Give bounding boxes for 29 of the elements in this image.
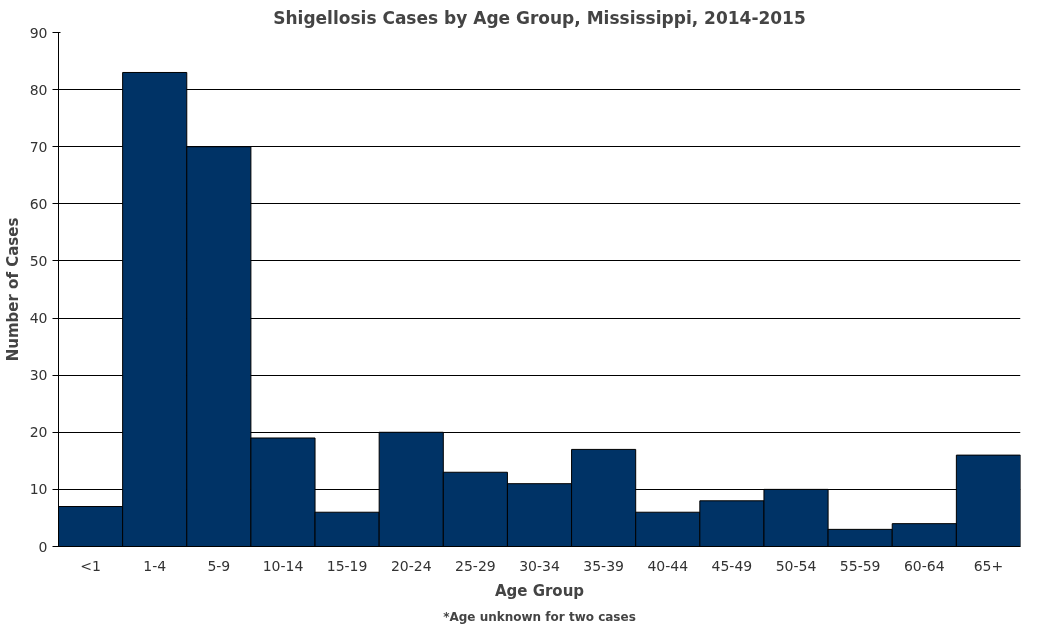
y-tick-label: 10	[29, 481, 48, 498]
y-tick-label: 70	[29, 138, 48, 155]
y-tick-label: 20	[29, 424, 48, 441]
y-tick-label: 30	[29, 367, 48, 384]
y-axis-title: Number of Cases	[3, 217, 22, 362]
chart-title: Shigellosis Cases by Age Group, Mississippi, 2014-2015	[273, 7, 806, 28]
text: *Age unknown for two cases	[443, 609, 636, 624]
y-tick-label: 90	[29, 24, 48, 41]
x-tick-label: 55-59	[839, 557, 881, 574]
x-tick-label: 65+	[973, 557, 1004, 574]
y-tick-label: 50	[29, 252, 48, 269]
y-tick-label: 0	[38, 538, 48, 555]
y-tick-label: 40	[29, 310, 48, 327]
x-tick-label: 20-24	[390, 557, 432, 574]
x-tick-label: 10-14	[262, 557, 304, 574]
x-tick-label: 5-9	[207, 557, 231, 574]
y-tick-label: 80	[29, 81, 48, 98]
x-tick-label: 1-4	[143, 557, 167, 574]
y-tick-label: 60	[29, 195, 48, 212]
x-tick-label: 45-49	[711, 557, 753, 574]
x-tick-label: 60-64	[903, 557, 945, 574]
x-tick-label: 30-34	[519, 557, 560, 574]
x-tick-label: <1	[80, 557, 101, 574]
x-tick-label: 15-19	[326, 557, 368, 574]
x-axis-title: Age Group	[494, 581, 585, 600]
x-tick-label: 40-44	[647, 557, 689, 574]
x-tick-label: 35-39	[583, 557, 624, 574]
x-tick-label: 25-29	[455, 557, 496, 574]
x-tick-label: 50-54	[775, 557, 817, 574]
